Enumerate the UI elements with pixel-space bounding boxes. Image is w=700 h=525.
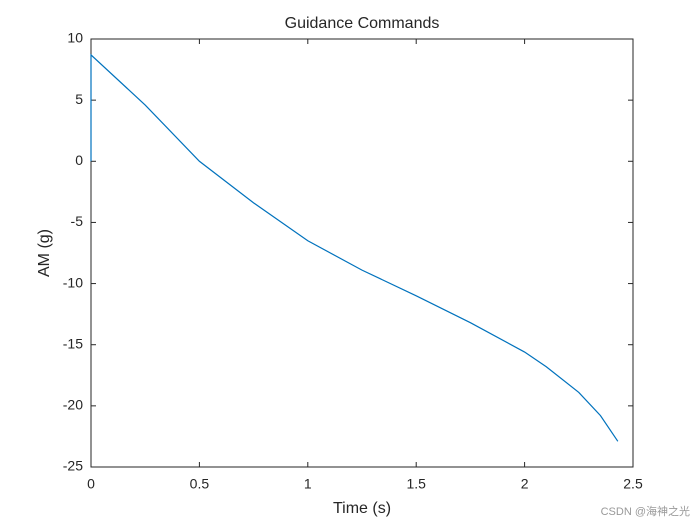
x-tick-label: 0.5 bbox=[190, 476, 210, 492]
x-tick-label: 2 bbox=[521, 476, 529, 492]
axes-box bbox=[90, 38, 634, 468]
y-axis-label: AM (g) bbox=[36, 229, 53, 277]
x-axis-label: Time (s) bbox=[333, 500, 391, 517]
x-tick-label: 0 bbox=[87, 476, 95, 492]
x-tick-label: 1.5 bbox=[406, 476, 426, 492]
chart-title: Guidance Commands bbox=[285, 15, 440, 32]
y-tick-label: -10 bbox=[63, 274, 83, 290]
watermark: CSDN @海神之光 bbox=[601, 504, 690, 518]
y-tick-label: 5 bbox=[75, 91, 83, 107]
y-tick-label: -15 bbox=[63, 335, 83, 351]
data-line bbox=[90, 53, 619, 442]
y-tick-label: -20 bbox=[63, 397, 83, 413]
x-tick-label: 1 bbox=[304, 476, 312, 492]
x-tick-label: 2.5 bbox=[623, 476, 643, 492]
y-tick-label: 10 bbox=[67, 30, 83, 46]
y-tick-label: -25 bbox=[63, 458, 83, 474]
y-tick-label: -5 bbox=[71, 213, 84, 229]
y-tick-label: 0 bbox=[75, 152, 83, 168]
